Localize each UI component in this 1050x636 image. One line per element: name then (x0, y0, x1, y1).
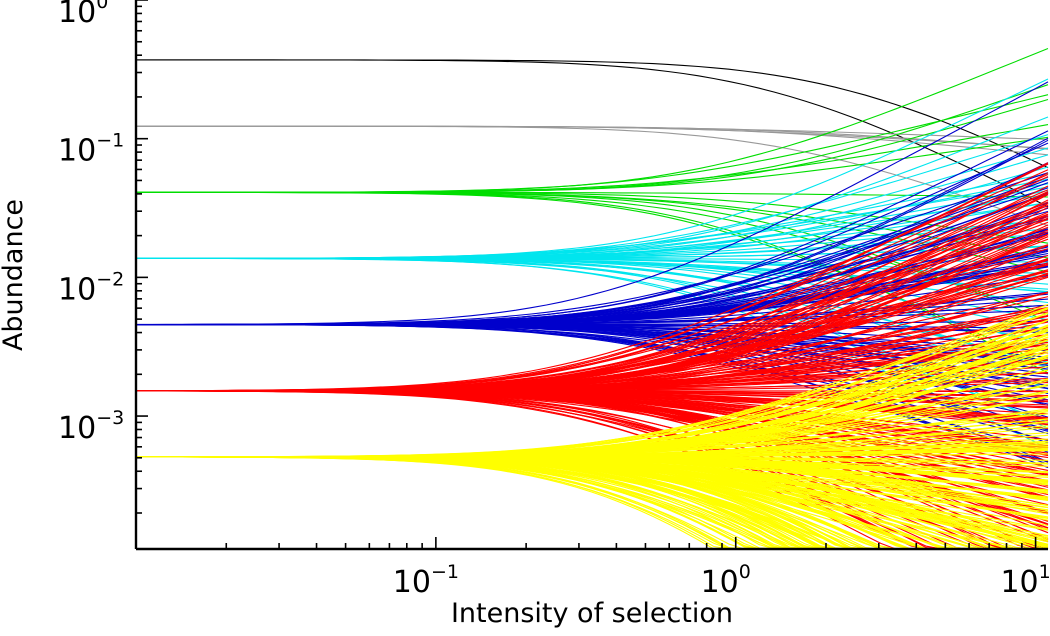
series-line (136, 98, 1049, 193)
x-tick-label: 10−1 (393, 561, 459, 600)
y-tick-label: 10−3 (58, 407, 124, 446)
x-tick-label: 101 (1000, 561, 1050, 600)
series-line (136, 228, 1049, 259)
y-tick-label: 10−1 (58, 130, 124, 169)
y-axis-title: Abundance (0, 199, 29, 351)
series-line (136, 59, 1049, 169)
series-line (136, 440, 1049, 458)
y-tick-label: 100 (58, 0, 108, 30)
tick-layer: 10−1 100 101 10−3 10−2 10−1 100 (58, 0, 1050, 600)
series-line (136, 125, 1049, 141)
series-line (136, 81, 1049, 325)
series-line (136, 236, 1049, 392)
series-group (136, 47, 1049, 374)
x-tick-label: 100 (701, 561, 751, 600)
series-line (136, 191, 1049, 244)
series-group (136, 125, 1049, 227)
series-line (136, 47, 1049, 193)
series-layer (135, 47, 1049, 550)
series-line (136, 137, 1049, 326)
x-axis-title: Intensity of selection (451, 598, 733, 629)
series-group (135, 303, 1049, 550)
y-tick-label: 10−2 (58, 268, 124, 307)
